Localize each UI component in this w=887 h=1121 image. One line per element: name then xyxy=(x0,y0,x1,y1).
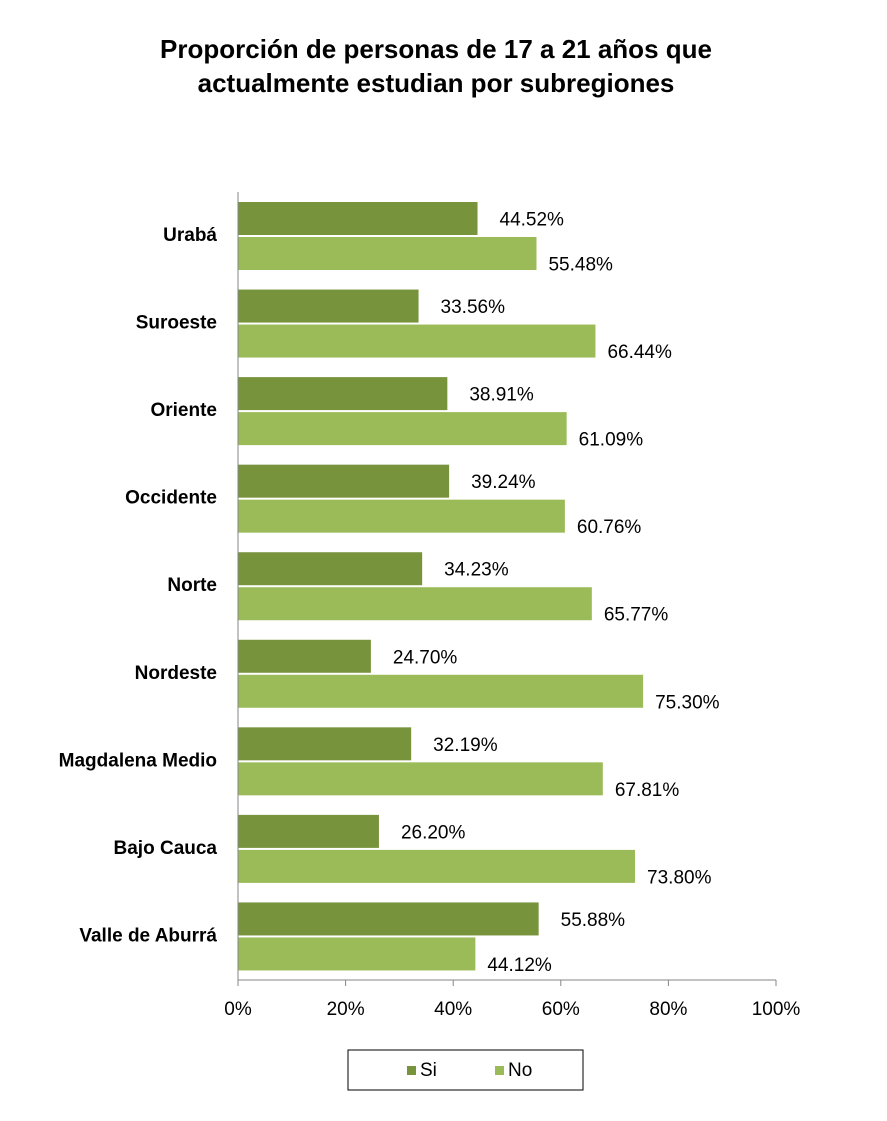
bar xyxy=(238,237,537,270)
bar xyxy=(238,639,371,673)
category-label: Bajo Cauca xyxy=(114,838,218,859)
bar xyxy=(238,377,448,411)
bar xyxy=(238,464,450,498)
bar xyxy=(238,674,644,708)
bar xyxy=(238,849,636,883)
category-label: Nordeste xyxy=(135,663,217,684)
data-label: 26.20% xyxy=(401,822,466,843)
category-label: Valle de Aburrá xyxy=(79,925,217,946)
legend-swatch xyxy=(407,1066,416,1075)
data-label: 67.81% xyxy=(615,780,680,801)
legend-label: No xyxy=(508,1060,532,1081)
category-label: Suroeste xyxy=(136,313,217,334)
category-label: Magdalena Medio xyxy=(59,750,217,771)
data-label: 55.88% xyxy=(561,910,626,931)
data-label: 44.52% xyxy=(500,210,565,231)
legend-swatch xyxy=(495,1066,504,1075)
data-label: 33.56% xyxy=(441,297,506,318)
data-label: 34.23% xyxy=(444,560,509,581)
data-label: 44.12% xyxy=(487,955,552,976)
data-label: 38.91% xyxy=(469,385,534,406)
category-label: Norte xyxy=(167,575,217,596)
bar xyxy=(238,937,476,971)
category-label: Occidente xyxy=(125,488,217,509)
category-label: Oriente xyxy=(150,400,217,421)
bar xyxy=(238,762,603,796)
data-label: 61.09% xyxy=(579,430,644,451)
bar xyxy=(238,727,412,761)
x-tick-label: 80% xyxy=(649,999,687,1020)
x-tick-label: 100% xyxy=(752,999,801,1020)
bar xyxy=(238,324,596,358)
bar xyxy=(238,202,478,235)
bar xyxy=(238,552,423,586)
chart-title: Proporción de personas de 17 a 21 años q… xyxy=(160,34,712,98)
data-label: 39.24% xyxy=(471,472,536,493)
x-tick-label: 20% xyxy=(327,999,365,1020)
data-label: 32.19% xyxy=(433,735,498,756)
data-label: 66.44% xyxy=(607,342,672,363)
legend-box xyxy=(347,1049,584,1091)
bar xyxy=(238,289,419,323)
legend-label: Si xyxy=(420,1060,437,1081)
bar xyxy=(238,814,379,848)
x-tick-label: 40% xyxy=(434,999,472,1020)
bar xyxy=(238,902,539,936)
data-label: 60.76% xyxy=(577,517,642,538)
x-tick-label: 60% xyxy=(542,999,580,1020)
category-label: Urabá xyxy=(163,225,217,246)
data-label: 65.77% xyxy=(604,605,669,626)
data-label: 24.70% xyxy=(393,647,458,668)
x-tick-label: 0% xyxy=(224,999,252,1020)
data-label: 73.80% xyxy=(647,867,712,888)
bar xyxy=(238,412,567,446)
data-label: 55.48% xyxy=(548,255,613,276)
data-label: 75.30% xyxy=(655,692,720,713)
bar xyxy=(238,587,592,621)
bar xyxy=(238,499,565,533)
